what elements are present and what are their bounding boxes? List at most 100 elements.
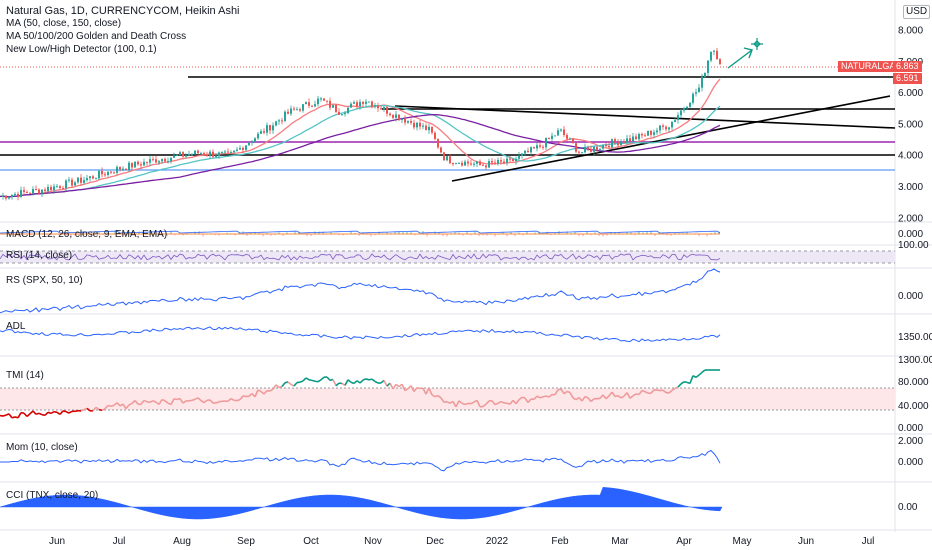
tmi-segment bbox=[425, 387, 430, 395]
adl-tick-label: 1350.00 bbox=[898, 332, 932, 343]
tmi-segment bbox=[524, 397, 529, 404]
candle-body bbox=[53, 186, 55, 191]
candle-body bbox=[608, 145, 610, 148]
tmi-segment bbox=[464, 402, 469, 406]
currency-badge[interactable]: USD bbox=[903, 5, 931, 19]
candle-body bbox=[188, 154, 190, 156]
candle-body bbox=[164, 158, 166, 162]
tmi-segment bbox=[446, 401, 451, 404]
candle-body bbox=[704, 72, 706, 77]
candle-body bbox=[170, 157, 172, 162]
macd-histogram-bar bbox=[306, 234, 308, 237]
tmi-segment bbox=[275, 384, 280, 389]
tmi-segment bbox=[98, 408, 103, 412]
tmi-segment bbox=[242, 395, 247, 398]
candle-body bbox=[89, 176, 91, 179]
tmi-segment bbox=[353, 380, 358, 385]
macd-histogram-bar bbox=[642, 232, 644, 235]
candle-body bbox=[554, 135, 556, 137]
tmi-segment bbox=[215, 400, 220, 404]
tmi-segment bbox=[539, 396, 544, 399]
macd-histogram-bar bbox=[106, 231, 108, 235]
tmi-segment bbox=[239, 395, 244, 401]
macd-histogram-bar bbox=[586, 231, 588, 235]
tmi-segment bbox=[260, 390, 265, 395]
tmi-segment bbox=[434, 394, 439, 398]
macd-histogram-bar bbox=[278, 232, 280, 235]
macd-histogram-bar bbox=[38, 232, 40, 235]
candle-body bbox=[584, 147, 586, 153]
macd-histogram-bar bbox=[282, 234, 284, 236]
tmi-segment bbox=[368, 378, 373, 381]
tmi-band bbox=[0, 388, 895, 410]
macd-histogram-bar bbox=[494, 234, 496, 237]
candle-body bbox=[86, 178, 88, 181]
time-axis-label: 2022 bbox=[486, 536, 509, 547]
candle-body bbox=[197, 150, 199, 154]
candle-body bbox=[116, 167, 118, 173]
macd-histogram-bar bbox=[22, 232, 24, 235]
candle-body bbox=[281, 120, 283, 122]
candle-body bbox=[356, 102, 358, 107]
candle-body bbox=[290, 108, 292, 114]
study-label-ma: MA (50, close, 150, close) bbox=[6, 18, 122, 29]
candle-body bbox=[104, 174, 106, 176]
tmi-segment bbox=[191, 398, 196, 402]
macd-histogram-bar bbox=[538, 231, 540, 235]
candle-body bbox=[209, 151, 211, 156]
candle-body bbox=[659, 125, 661, 131]
candle-body bbox=[533, 147, 535, 149]
candle-body bbox=[620, 141, 622, 146]
macd-histogram-bar bbox=[362, 232, 364, 235]
candle-body bbox=[182, 152, 184, 157]
candle-body bbox=[23, 190, 25, 192]
candle-body bbox=[47, 186, 49, 192]
candle-body bbox=[482, 164, 484, 166]
tmi-segment bbox=[374, 380, 379, 384]
cci-area bbox=[0, 487, 723, 520]
candle-body bbox=[29, 192, 31, 194]
candle-body bbox=[377, 105, 379, 109]
tmi-segment bbox=[326, 376, 331, 381]
tmi-segment bbox=[113, 402, 118, 406]
macd-histogram-bar bbox=[698, 234, 700, 237]
cci-tick-label: 0.00 bbox=[898, 502, 918, 513]
tmi-segment bbox=[59, 410, 64, 415]
price-tick-label: 5.000 bbox=[898, 119, 923, 130]
candle-body bbox=[368, 101, 370, 103]
candle-body bbox=[260, 131, 262, 134]
macd-histogram-bar bbox=[146, 232, 148, 235]
cci-label: CCI (TNX, close, 20) bbox=[6, 490, 99, 501]
candle-body bbox=[392, 115, 394, 118]
tmi-segment bbox=[167, 402, 172, 406]
rs-line bbox=[0, 268, 721, 314]
candle-body bbox=[524, 150, 526, 154]
tmi-segment bbox=[86, 407, 91, 412]
tmi-segment bbox=[500, 400, 505, 404]
candle-body bbox=[17, 193, 19, 197]
candle-body bbox=[254, 138, 256, 142]
time-axis-label: Nov bbox=[364, 536, 382, 547]
tmi-segment bbox=[482, 403, 487, 408]
macd-histogram-bar bbox=[114, 231, 116, 235]
candle-body bbox=[128, 162, 130, 171]
candle-body bbox=[530, 147, 532, 153]
tmi-segment bbox=[284, 381, 289, 384]
tmi-segment bbox=[572, 397, 577, 401]
tmi-segment bbox=[431, 394, 436, 398]
candle-body bbox=[176, 155, 178, 157]
candle-body bbox=[293, 108, 295, 110]
candle-body bbox=[275, 121, 277, 126]
macd-histogram-bar bbox=[318, 231, 320, 235]
macd-histogram-bar bbox=[598, 234, 600, 236]
candle-body bbox=[194, 150, 196, 155]
price-tick-label: 3.000 bbox=[898, 182, 923, 193]
tmi-segment bbox=[26, 413, 31, 418]
macd-histogram-bar bbox=[102, 234, 104, 236]
candle-body bbox=[386, 106, 388, 114]
candle-body bbox=[98, 170, 100, 179]
macd-histogram-bar bbox=[138, 231, 140, 235]
tmi-segment bbox=[230, 397, 235, 402]
tmi-segment bbox=[584, 395, 589, 399]
macd-histogram-bar bbox=[166, 234, 168, 236]
